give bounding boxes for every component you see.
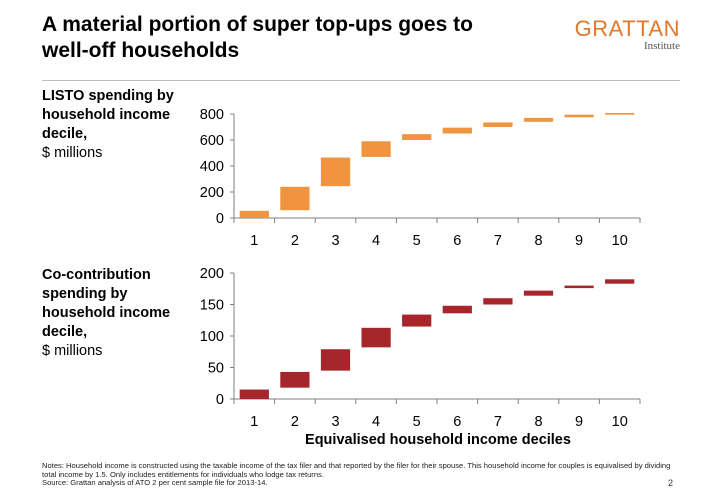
logo-sub-text: Institute <box>643 40 680 52</box>
cocontribution-x-tick-label: 9 <box>575 414 583 430</box>
listo-x-tick-label: 3 <box>331 233 339 249</box>
listo-label-unit: $ millions <box>42 145 103 161</box>
footnotes: Notes: Household income is constructed u… <box>42 461 672 488</box>
listo-bar-decile-6 <box>442 127 472 134</box>
listo-y-tick-label: 400 <box>200 159 224 175</box>
cocontribution-chart-label: Co-contribution spending by household in… <box>42 266 182 361</box>
page-number: 2 <box>668 478 674 488</box>
cocontribution-y-tick-label: 200 <box>200 266 224 282</box>
cocontribution-x-tick-label: 4 <box>372 414 380 430</box>
cocontribution-y-tick-label: 50 <box>208 361 224 377</box>
cocontribution-bar-decile-4 <box>361 327 391 348</box>
listo-x-tick-label: 7 <box>494 233 502 249</box>
listo-x-tick-label: 8 <box>534 233 542 249</box>
cocontribution-x-tick-label: 7 <box>494 414 502 430</box>
listo-bar-decile-9 <box>564 114 594 118</box>
cocontribution-bar-decile-7 <box>483 298 513 305</box>
cocontribution-label-text: Co-contribution spending by household in… <box>42 267 171 340</box>
cocontribution-x-tick-label: 5 <box>413 414 421 430</box>
cocontribution-bar-decile-9 <box>564 285 594 289</box>
cocontribution-y-tick-label: 0 <box>216 392 224 408</box>
listo-label-text: LISTO spending by household income decil… <box>42 88 174 142</box>
listo-bar-decile-5 <box>402 134 432 140</box>
listo-bar-decile-3 <box>320 157 351 187</box>
x-axis-title: Equivalised household income deciles <box>305 432 571 448</box>
cocontribution-bar-decile-8 <box>523 290 554 296</box>
cocontribution-bar-decile-5 <box>402 314 432 327</box>
listo-y-tick-label: 200 <box>200 185 224 201</box>
listo-bar-decile-1 <box>239 210 269 218</box>
cocontribution-bar-decile-1 <box>239 389 269 399</box>
listo-y-tick-label: 800 <box>200 107 224 123</box>
listo-y-tick-label: 600 <box>200 133 224 149</box>
listo-x-tick-label: 10 <box>612 233 628 249</box>
cocontribution-x-tick-label: 2 <box>291 414 299 430</box>
listo-bar-decile-10 <box>605 112 635 115</box>
listo-x-tick-label: 2 <box>291 233 299 249</box>
cocontribution-bar-decile-3 <box>320 349 351 371</box>
grattan-logo: GRATTAN Institute <box>560 16 680 53</box>
cocontribution-bar-decile-2 <box>280 371 310 388</box>
listo-x-tick-label: 5 <box>413 233 421 249</box>
listo-bar-decile-2 <box>280 186 310 211</box>
cocontribution-label-unit: $ millions <box>42 343 103 359</box>
title-divider <box>42 80 680 81</box>
cocontribution-x-tick-label: 3 <box>331 414 339 430</box>
cocontribution-y-tick-label: 100 <box>200 329 224 345</box>
cocontribution-x-tick-label: 8 <box>534 414 542 430</box>
listo-x-tick-label: 1 <box>250 233 258 249</box>
listo-x-tick-label: 9 <box>575 233 583 249</box>
cocontribution-x-tick-label: 10 <box>612 414 628 430</box>
logo-main-text: GRATTAN <box>574 16 680 41</box>
cocontribution-x-tick-label: 6 <box>453 414 461 430</box>
listo-y-tick-label: 0 <box>216 211 224 227</box>
listo-x-tick-label: 6 <box>453 233 461 249</box>
cocontribution-bar-decile-10 <box>605 279 635 284</box>
listo-chart-label: LISTO spending by household income decil… <box>42 87 182 163</box>
listo-bar-decile-7 <box>483 122 513 127</box>
listo-bar-decile-8 <box>523 117 554 122</box>
slide-title: A material portion of super top-ups goes… <box>42 13 473 62</box>
source-text: Source: Grattan analysis of ATO 2 per ce… <box>42 478 268 488</box>
cocontribution-bar-decile-6 <box>442 305 472 314</box>
notes-text: Notes: Household income is constructed u… <box>42 461 671 479</box>
cocontribution-y-tick-label: 150 <box>200 298 224 314</box>
cocontribution-x-tick-label: 1 <box>250 414 258 430</box>
listo-x-tick-label: 4 <box>372 233 380 249</box>
listo-bar-decile-4 <box>361 141 391 157</box>
